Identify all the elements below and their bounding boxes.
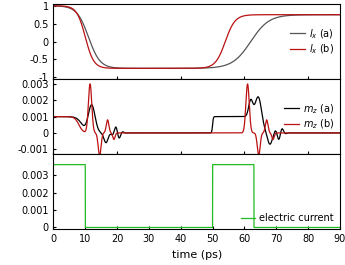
$m_z$ (b) (104, 127, 108, 131)
$m_z$ (b) (287, 131, 291, 135)
electric current (265, 226, 269, 229)
$l_x$ (b) (287, 13, 291, 16)
$m_z$ (b) (265, 120, 269, 123)
$l_x$ (a) (161, 67, 165, 70)
$m_z$ (a) (161, 131, 165, 135)
$m_z$ (a) (51, 115, 56, 118)
$l_x$ (b) (161, 67, 165, 70)
electric current (238, 163, 242, 166)
$l_x$ (a) (104, 64, 108, 67)
Line: $l_x$ (a): $l_x$ (a) (53, 6, 340, 68)
Line: $l_x$ (b): $l_x$ (b) (53, 6, 340, 68)
$m_z$ (b) (223, 131, 227, 135)
Line: $m_z$ (a): $m_z$ (a) (53, 97, 340, 144)
Line: $m_z$ (b): $m_z$ (b) (53, 84, 340, 156)
electric current (104, 226, 108, 229)
$l_x$ (b) (51, 4, 56, 7)
$m_z$ (a) (268, 143, 272, 146)
$l_x$ (a) (265, 21, 269, 24)
$m_z$ (a) (265, 136, 269, 139)
electric current (161, 226, 165, 229)
$l_x$ (a) (238, 54, 242, 58)
$m_z$ (a) (223, 115, 227, 118)
Legend: $l_x$ (a), $l_x$ (b): $l_x$ (a), $l_x$ (b) (289, 26, 335, 57)
electric current (287, 226, 291, 229)
electric current (338, 226, 342, 229)
$l_x$ (b) (104, 66, 108, 69)
$m_z$ (a) (238, 115, 242, 118)
$l_x$ (b) (238, 16, 242, 19)
electric current (83, 226, 87, 229)
$m_z$ (b) (338, 131, 342, 135)
X-axis label: time (ps): time (ps) (171, 250, 222, 260)
$l_x$ (a) (51, 4, 56, 7)
Line: electric current: electric current (53, 165, 340, 227)
$m_z$ (b) (238, 131, 242, 135)
Legend: electric current: electric current (240, 213, 335, 224)
$m_z$ (b) (88, 82, 92, 85)
$m_z$ (b) (161, 131, 165, 135)
$m_z$ (a) (256, 95, 260, 98)
$l_x$ (b) (149, 67, 153, 70)
$l_x$ (a) (287, 14, 291, 17)
$l_x$ (a) (338, 13, 342, 16)
$m_z$ (a) (338, 131, 342, 135)
$l_x$ (b) (223, 40, 227, 43)
$m_z$ (a) (287, 131, 291, 135)
$m_z$ (b) (257, 154, 261, 157)
$l_x$ (a) (223, 64, 227, 67)
$l_x$ (a) (152, 67, 156, 70)
$l_x$ (b) (338, 13, 342, 16)
electric current (51, 163, 56, 166)
$m_z$ (a) (104, 141, 108, 144)
Legend: $m_z$ (a), $m_z$ (b): $m_z$ (a), $m_z$ (b) (283, 101, 335, 132)
$m_z$ (b) (51, 115, 56, 118)
$l_x$ (b) (265, 13, 269, 16)
electric current (223, 163, 227, 166)
